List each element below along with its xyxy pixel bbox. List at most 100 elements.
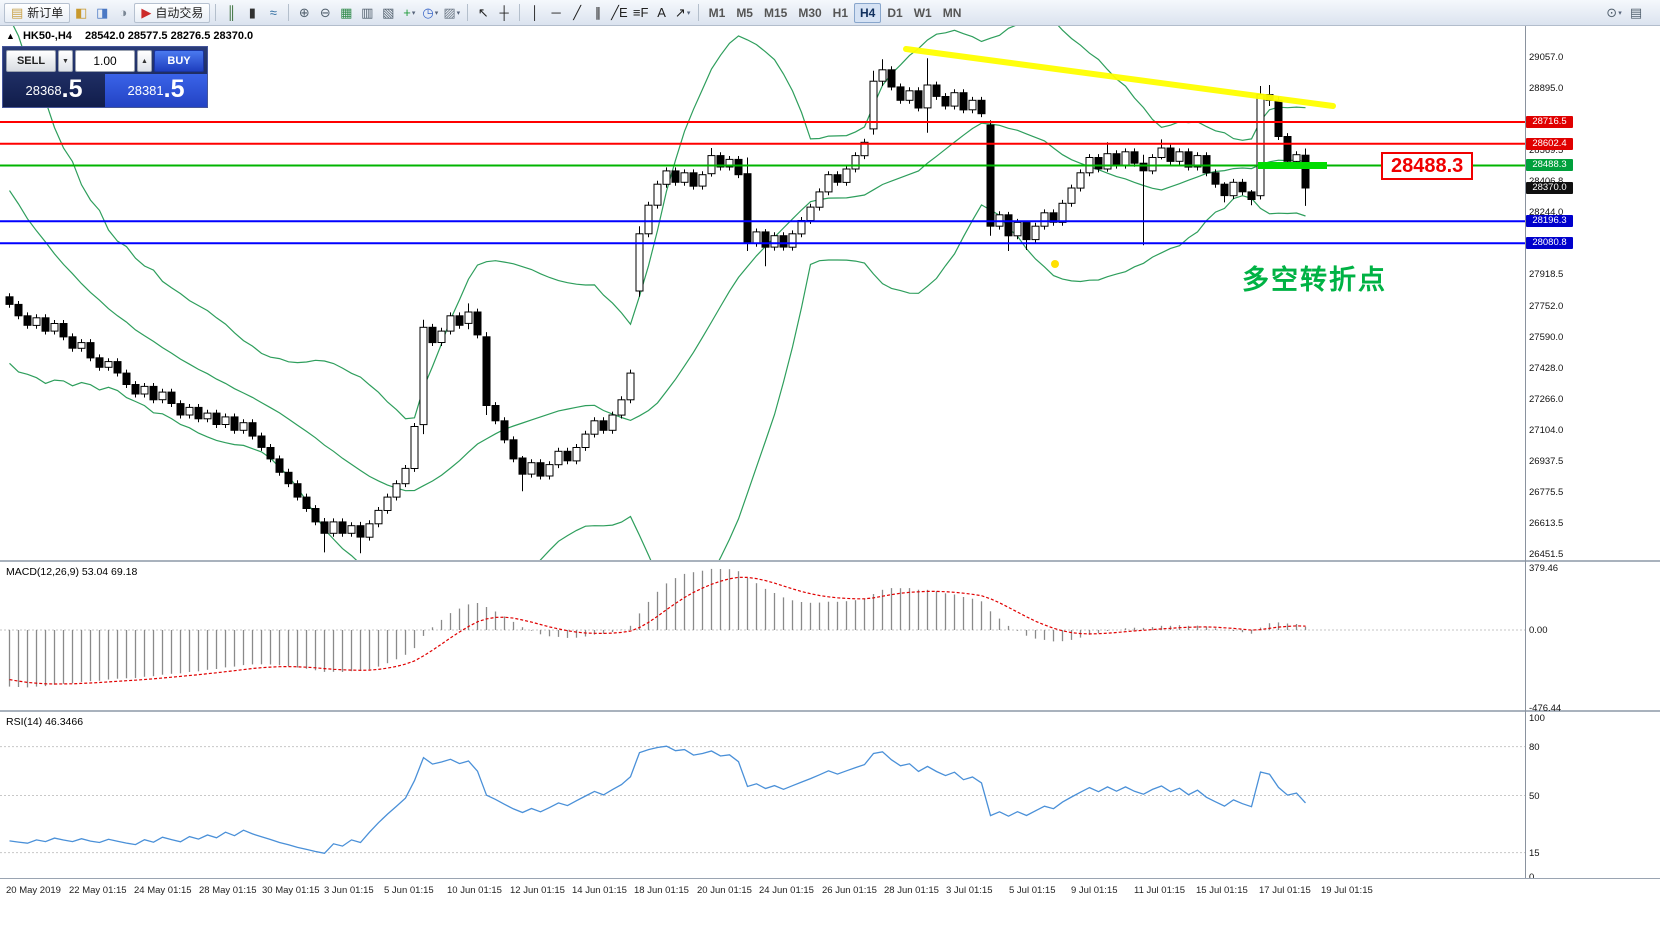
tf-h4-button[interactable]: H4 bbox=[854, 2, 882, 23]
toolbar: ▤ 新订单 ◧ ◨ ◑ ▶ 自动交易 ║ ▮ ≈ ⊕ ⊖ ▦ ▥ ▧ + ▾ ◷ ▾ ▨ ▾ ↖ ┼ │ ─ ╱ ∥ ╱E ≡F A ↗ ▾ M… bbox=[0, 0, 1660, 26]
tf-m30-button[interactable]: M30 bbox=[793, 3, 826, 23]
date-label: 20 Jun 01:15 bbox=[697, 885, 752, 896]
tf-m1-button-label: M1 bbox=[708, 5, 726, 20]
date-label: 11 Jul 01:15 bbox=[1134, 885, 1186, 896]
volume-decrease-button[interactable]: ▼ bbox=[58, 50, 73, 72]
macd-indicator-label: MACD(12,26,9) 53.04 69.18 bbox=[6, 566, 138, 578]
channel-icon[interactable]: ∥ bbox=[588, 3, 608, 23]
print-icon[interactable]: ▤ bbox=[1626, 3, 1646, 23]
date-label: 18 Jun 01:15 bbox=[634, 885, 689, 896]
date-label: 10 Jun 01:15 bbox=[447, 885, 502, 896]
sell-price-big-digit: .5 bbox=[61, 75, 83, 103]
period-icon[interactable]: ◷ ▾ bbox=[420, 3, 440, 23]
chart-window-icon[interactable]: ◧ bbox=[71, 3, 91, 23]
profiles-icon[interactable]: ◨ bbox=[92, 3, 112, 23]
one-click-trading-panel: SELL ▼ ▲ BUY 28368 .5 28381 .5 bbox=[2, 46, 208, 108]
equidistant-channel-icon[interactable]: ╱E bbox=[609, 3, 630, 23]
trendline-icon[interactable]: ╱ bbox=[567, 3, 587, 23]
price-axis-label: 27266.0 bbox=[1529, 394, 1564, 405]
zoom-out-icon: ⊖ bbox=[319, 5, 331, 20]
chart-title: ▲ HK50-,H4 28542.0 28577.5 28276.5 28370… bbox=[6, 30, 253, 42]
one-click-collapse-toggle[interactable]: ▲ bbox=[6, 31, 15, 41]
tf-m5-button[interactable]: M5 bbox=[731, 3, 758, 23]
cursor-icon: ↖ bbox=[477, 5, 489, 20]
turning-point-annotation[interactable]: 多空转折点 bbox=[1242, 265, 1387, 295]
price-axis-label: 27590.0 bbox=[1529, 332, 1564, 343]
tf-m15-button-label: M15 bbox=[763, 5, 788, 20]
tf-m15-button[interactable]: M15 bbox=[759, 3, 792, 23]
dropdown-caret-icon: ▾ bbox=[686, 9, 691, 17]
autotrading-button[interactable]: ▶ 自动交易 bbox=[134, 2, 211, 23]
refresh-icon[interactable]: ◑ bbox=[113, 3, 133, 23]
price-tag: 28196.3 bbox=[1526, 215, 1573, 227]
tf-w1-button-label: W1 bbox=[913, 5, 932, 20]
tf-m30-button-label: M30 bbox=[798, 5, 822, 20]
search-icon[interactable]: ⊙ ▾ bbox=[1604, 3, 1624, 23]
rsi-axis-label: 15 bbox=[1529, 847, 1540, 859]
crosshair-icon[interactable]: ┼ bbox=[494, 3, 514, 23]
horizontal-line-icon: ─ bbox=[551, 5, 561, 20]
sell-price[interactable]: 28368 .5 bbox=[3, 74, 105, 107]
vertical-line-icon[interactable]: │ bbox=[525, 3, 545, 23]
date-label: 12 Jun 01:15 bbox=[510, 885, 565, 896]
panel-separator-rsi[interactable] bbox=[0, 710, 1660, 712]
horizontal-line-icon[interactable]: ─ bbox=[546, 3, 566, 23]
new-order-button[interactable]: ▤ 新订单 bbox=[4, 2, 71, 23]
date-axis[interactable]: 20 May 2019 22 May 01:15 24 May 01:15 28 Ma… bbox=[0, 878, 1660, 900]
chart-symbol-period: HK50-,H4 bbox=[22, 30, 72, 42]
grid-icon: ▦ bbox=[340, 5, 353, 20]
rsi-axis-label: 0 bbox=[1529, 872, 1534, 883]
price-tag: 28370.0 bbox=[1526, 182, 1573, 194]
cursor-icon[interactable]: ↖ bbox=[473, 3, 493, 23]
price-axis-label: 28406.8 bbox=[1529, 176, 1563, 187]
tile-windows-icon[interactable]: ▥ bbox=[357, 3, 377, 23]
zoom-out-icon[interactable]: ⊖ bbox=[315, 3, 335, 23]
main-chart-canvas[interactable] bbox=[0, 26, 1525, 560]
macd-axis-label: -476.44 bbox=[1529, 703, 1562, 714]
line-chart-type-icon[interactable]: ≈ bbox=[263, 3, 283, 23]
sell-price-main: 28368 bbox=[25, 83, 62, 98]
text-label-icon[interactable]: A bbox=[652, 3, 672, 23]
volume-input[interactable] bbox=[75, 50, 135, 72]
new-order-button-label: 新订单 bbox=[27, 6, 64, 20]
panel-separator-macd[interactable] bbox=[0, 560, 1660, 562]
tf-w1-button[interactable]: W1 bbox=[909, 3, 937, 23]
buy-price[interactable]: 28381 .5 bbox=[105, 74, 207, 107]
yellow-marker-dot[interactable] bbox=[1051, 260, 1059, 268]
auto-arrange-icon[interactable]: ▧ bbox=[378, 3, 398, 23]
price-axis-label: 26775.5 bbox=[1529, 487, 1564, 498]
fibonacci-icon[interactable]: ≡F bbox=[631, 3, 651, 23]
price-tag: 28488.3 bbox=[1526, 159, 1573, 171]
descending-trendline[interactable] bbox=[903, 46, 1336, 109]
tf-m1-button[interactable]: M1 bbox=[704, 3, 731, 23]
date-label: 17 Jul 01:15 bbox=[1259, 885, 1311, 896]
candlestick-type-icon[interactable]: ▮ bbox=[242, 3, 262, 23]
grid-icon[interactable]: ▦ bbox=[336, 3, 356, 23]
zoom-in-icon[interactable]: ⊕ bbox=[294, 3, 314, 23]
tf-d1-button-label: D1 bbox=[887, 5, 903, 20]
macd-panel-canvas[interactable] bbox=[0, 562, 1525, 710]
tf-d1-button[interactable]: D1 bbox=[882, 3, 907, 23]
refresh-icon: ◑ bbox=[119, 5, 128, 20]
date-label: 24 May 01:15 bbox=[134, 885, 192, 896]
print-icon: ▤ bbox=[1629, 5, 1643, 20]
bar-chart-type-icon[interactable]: ║ bbox=[221, 3, 241, 23]
arrows-tool-icon[interactable]: ↗ ▾ bbox=[673, 3, 693, 23]
volume-increase-button[interactable]: ▲ bbox=[137, 50, 152, 72]
vertical-line-icon: │ bbox=[531, 5, 540, 20]
pivot-price-callout[interactable]: 28488.3 bbox=[1381, 152, 1474, 180]
templates-icon[interactable]: ▨ ▾ bbox=[441, 3, 462, 23]
sell-button[interactable]: SELL bbox=[6, 50, 56, 72]
add-indicator-icon[interactable]: + ▾ bbox=[399, 3, 419, 23]
dropdown-caret-icon: ▾ bbox=[411, 9, 416, 17]
rsi-panel-canvas[interactable] bbox=[0, 712, 1525, 878]
tf-h1-button[interactable]: H1 bbox=[828, 3, 853, 23]
bollinger-lower-band bbox=[9, 195, 1306, 560]
tf-h4-button-label: H4 bbox=[860, 5, 876, 20]
buy-button[interactable]: BUY bbox=[154, 50, 204, 72]
candles-layer bbox=[5, 58, 1310, 554]
new-order-button-icon: ▤ bbox=[11, 5, 24, 20]
toolbar-left: ▤ 新订单 ◧ ◨ ◑ ▶ 自动交易 ║ ▮ ≈ ⊕ ⊖ ▦ ▥ ▧ + ▾ ◷ ▾ ▨ ▾ ↖ ┼ │ ─ ╱ ∥ ╱E ≡F A ↗ ▾ M… bbox=[4, 2, 967, 23]
tf-mn-button[interactable]: MN bbox=[938, 3, 967, 23]
